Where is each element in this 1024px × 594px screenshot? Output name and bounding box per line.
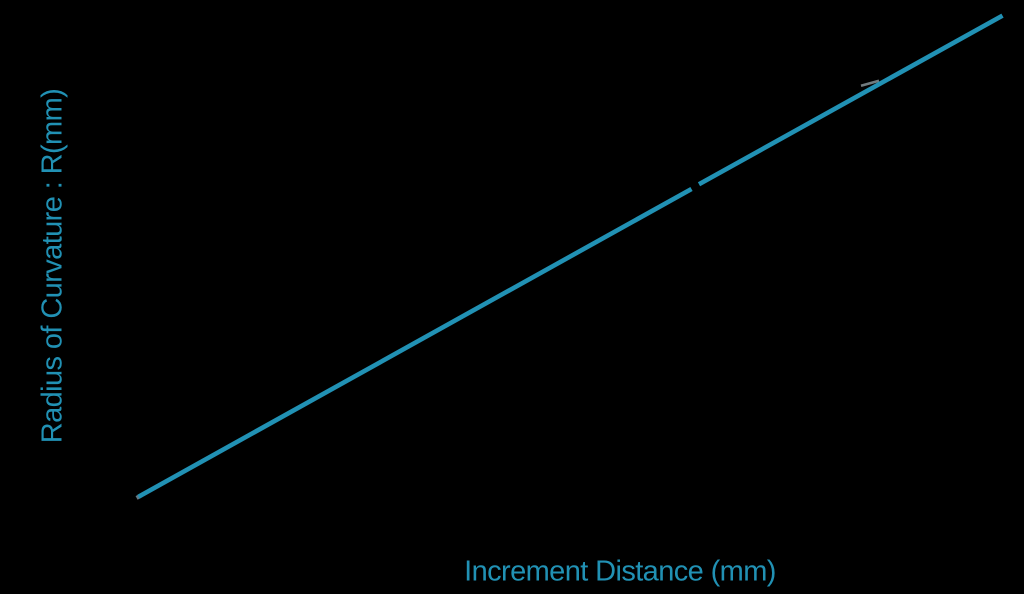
gray-smudge: [860, 79, 880, 88]
data-line-segment-2: [697, 13, 1004, 187]
data-line-segment-1: [137, 186, 693, 499]
